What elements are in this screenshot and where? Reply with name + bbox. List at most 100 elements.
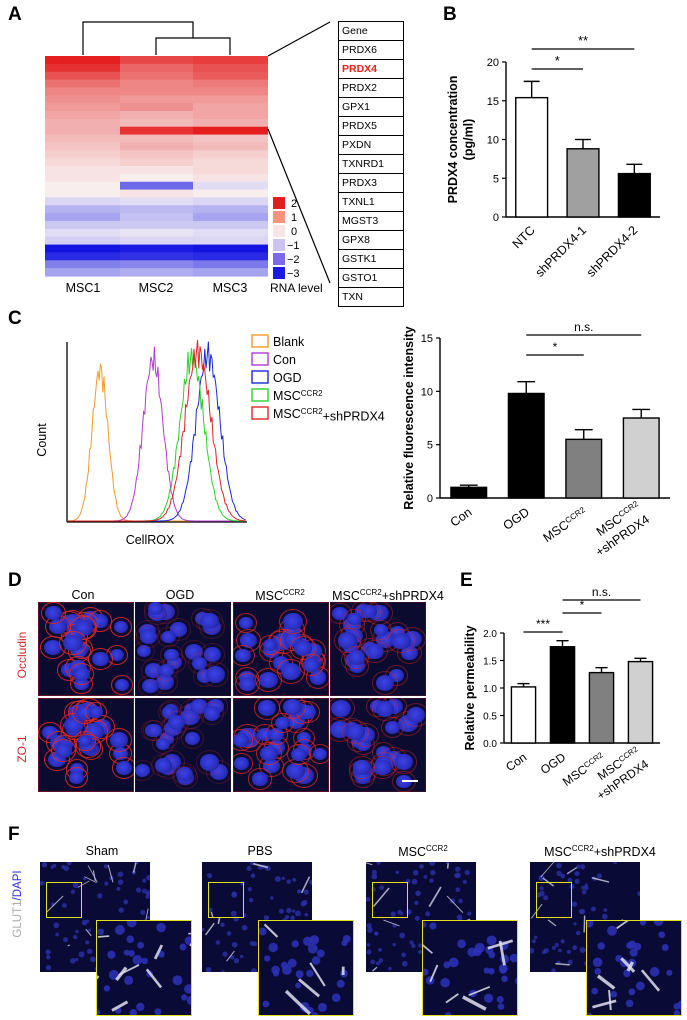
- dapi-dot: [142, 888, 148, 894]
- dapi-dot: [53, 922, 60, 929]
- dapi-dot: [390, 911, 396, 917]
- flow-xlabel: CellROX: [126, 533, 175, 547]
- vessel: [366, 862, 373, 866]
- dapi-dot: [543, 948, 549, 954]
- dapi-dot: [145, 894, 150, 899]
- nucleus: [68, 662, 94, 686]
- flow-legend-label: Con: [273, 353, 296, 367]
- nucleus: [151, 670, 179, 694]
- flow-ylabel: Count: [35, 423, 49, 457]
- y-tick-label: 0: [427, 493, 433, 505]
- dapi-dot: [250, 968, 257, 972]
- heatmap-cell: [120, 205, 193, 214]
- micro-d-image: [330, 698, 426, 792]
- heatmap-cell: [120, 134, 193, 144]
- dapi-dot: [560, 873, 566, 879]
- y-axis-label: PRDX4 concentration (pg/ml): [446, 76, 476, 204]
- micro-f-stain-label: GLUT1/DAPI: [12, 870, 24, 938]
- dapi-dot: [392, 943, 396, 947]
- heatmap-cell: [193, 268, 268, 277]
- dapi-dot: [63, 937, 69, 943]
- dapi-dot: [456, 914, 463, 921]
- heatmap-cell: [45, 268, 120, 277]
- dapi-dot: [367, 927, 373, 933]
- gene-row: GPX1: [338, 97, 404, 117]
- dapi-dot: [370, 959, 376, 965]
- nucleus: [271, 712, 294, 734]
- dapi-dot: [274, 876, 281, 883]
- flow-curves: [68, 339, 246, 522]
- gene-row: TXN: [338, 287, 404, 307]
- dapi-dot: [411, 943, 416, 949]
- nucleus: [70, 615, 98, 641]
- micro-d-col-msc: MSCCCR2: [255, 588, 305, 604]
- significance-label: ***: [536, 617, 550, 631]
- dapi-dot: [75, 929, 79, 934]
- flow-legend-swatch: [251, 388, 269, 402]
- nucleus: [160, 644, 183, 665]
- dapi-dot: [430, 869, 436, 876]
- flow-histogram: Count CellROX Blank Con OGD MSCCCR2 MSCCCR2+…: [35, 334, 385, 547]
- bar: [515, 96, 549, 218]
- dapi-dot: [221, 970, 225, 972]
- heatmap-cell: [120, 189, 193, 199]
- heatmap-cell: [45, 56, 120, 65]
- nucleus: [387, 628, 415, 654]
- dapi-dot: [653, 921, 664, 926]
- dapi-dot: [184, 984, 191, 994]
- dapi-dot: [371, 873, 378, 880]
- vessel: [445, 993, 459, 1004]
- bar: [566, 148, 600, 218]
- nucleus: [330, 698, 356, 721]
- dapi-dot: [551, 945, 556, 950]
- dapi-dot: [309, 879, 312, 885]
- nucleus: [109, 616, 133, 638]
- heatmap-cell: [45, 142, 120, 151]
- bar: [617, 172, 651, 218]
- micro-d-row-occludin: Occludin: [15, 631, 29, 679]
- zoom-inset: [586, 920, 682, 1016]
- dapi-dot: [574, 870, 580, 877]
- dapi-dot: [473, 947, 482, 957]
- dapi-dot: [286, 879, 292, 884]
- heatmap-cell: [120, 71, 193, 81]
- vessel: [446, 863, 449, 869]
- heatmap-cell: [193, 56, 268, 65]
- nucleus: [140, 659, 166, 682]
- nucleus: [372, 698, 399, 721]
- nucleus: [201, 661, 230, 687]
- micro-d-col-ogd: OGD: [165, 588, 195, 602]
- dapi-dot: [411, 878, 418, 885]
- heatmap-cells: [45, 56, 268, 277]
- nucleus: [73, 730, 96, 751]
- nucleus: [256, 742, 282, 766]
- vessel: [566, 866, 578, 875]
- dapi-dot: [538, 874, 545, 881]
- nucleus: [343, 608, 366, 630]
- gene-row: PXDN: [338, 135, 404, 155]
- nucleus: [279, 698, 307, 719]
- flow-legend-swatch: [251, 406, 269, 420]
- vessel: [107, 864, 114, 883]
- nucleus: [293, 728, 316, 749]
- vessel: [423, 944, 433, 954]
- nucleus: [369, 620, 393, 641]
- dapi-dot: [448, 957, 459, 968]
- flow-curve: [68, 363, 246, 522]
- dapi-dot: [117, 879, 124, 885]
- dapi-dot: [263, 915, 269, 921]
- heatmap-cell: [193, 103, 268, 112]
- dapi-dot: [464, 869, 470, 875]
- dapi-dot: [401, 952, 407, 958]
- micro-f-col-msc-sh: MSCCCR2+shPRDX4: [544, 844, 656, 860]
- dapi-dot: [336, 979, 345, 988]
- heatmap-cell: [120, 158, 193, 167]
- dapi-dot: [539, 886, 544, 891]
- dapi-dot: [572, 945, 578, 951]
- nucleus: [144, 602, 168, 619]
- vessel: [428, 886, 442, 908]
- dapi-dot: [488, 967, 495, 975]
- dapi-dot: [677, 1000, 681, 1010]
- nucleus: [105, 644, 129, 666]
- vessel: [226, 950, 235, 962]
